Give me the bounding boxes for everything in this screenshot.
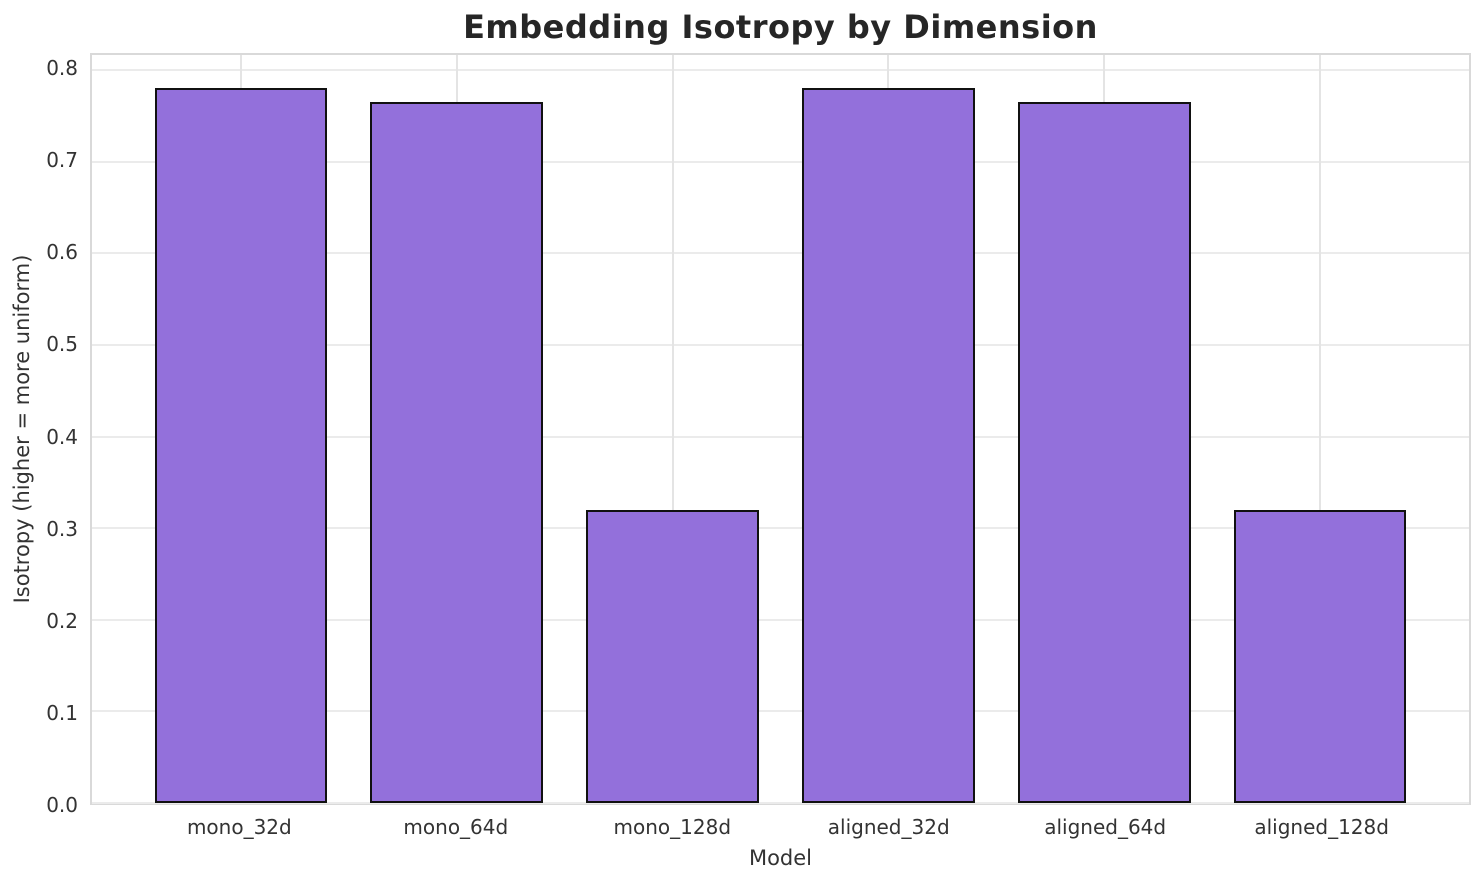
bar-mono_128d: [586, 509, 759, 803]
y-tick-label-0.3: 0.3: [46, 516, 78, 541]
x-tick-label-mono_32d: mono_32d: [186, 815, 292, 839]
bar-aligned_128d: [1233, 509, 1407, 803]
y-tick-label-0.4: 0.4: [46, 424, 78, 449]
chart-title: Embedding Isotropy by Dimension: [463, 8, 1098, 46]
x-tick-label-mono_128d: mono_128d: [613, 815, 732, 839]
h-gridline-0.8: [92, 69, 1469, 72]
h-gridline-0.3: [92, 527, 1469, 530]
bar-mono_32d: [154, 88, 328, 803]
y-tick-label-0.6: 0.6: [46, 240, 78, 265]
h-gridline-0.2: [92, 618, 1469, 621]
y-tick-label-0.8: 0.8: [46, 56, 78, 81]
h-gridline-0.5: [92, 343, 1469, 346]
y-tick-label-0.1: 0.1: [46, 700, 78, 725]
x-axis-label: Model: [748, 846, 813, 870]
x-tick-label-aligned_128d: aligned_128d: [1254, 815, 1389, 839]
x-tick-label-mono_64d: mono_64d: [403, 815, 509, 839]
x-tick-label-aligned_64d: aligned_64d: [1044, 815, 1167, 839]
v-gridline-mono_128d: [671, 55, 674, 803]
h-gridline-0.0: [92, 802, 1469, 804]
h-gridline-0.4: [92, 435, 1469, 438]
bar-mono_64d: [370, 102, 544, 803]
h-gridline-0.7: [92, 160, 1469, 163]
x-tick-label-aligned_32d: aligned_32d: [827, 815, 950, 839]
bar-aligned_32d: [802, 88, 975, 803]
h-gridline-0.6: [92, 252, 1469, 255]
y-tick-label-0.5: 0.5: [46, 332, 78, 357]
h-gridline-0.1: [92, 710, 1469, 713]
y-tick-label-0.0: 0.0: [46, 793, 78, 817]
plot-area: [90, 53, 1471, 805]
bar-aligned_64d: [1017, 102, 1191, 803]
y-tick-label-0.7: 0.7: [46, 148, 78, 173]
y-tick-label-0.2: 0.2: [46, 608, 78, 633]
v-gridline-aligned_128d: [1319, 55, 1322, 803]
